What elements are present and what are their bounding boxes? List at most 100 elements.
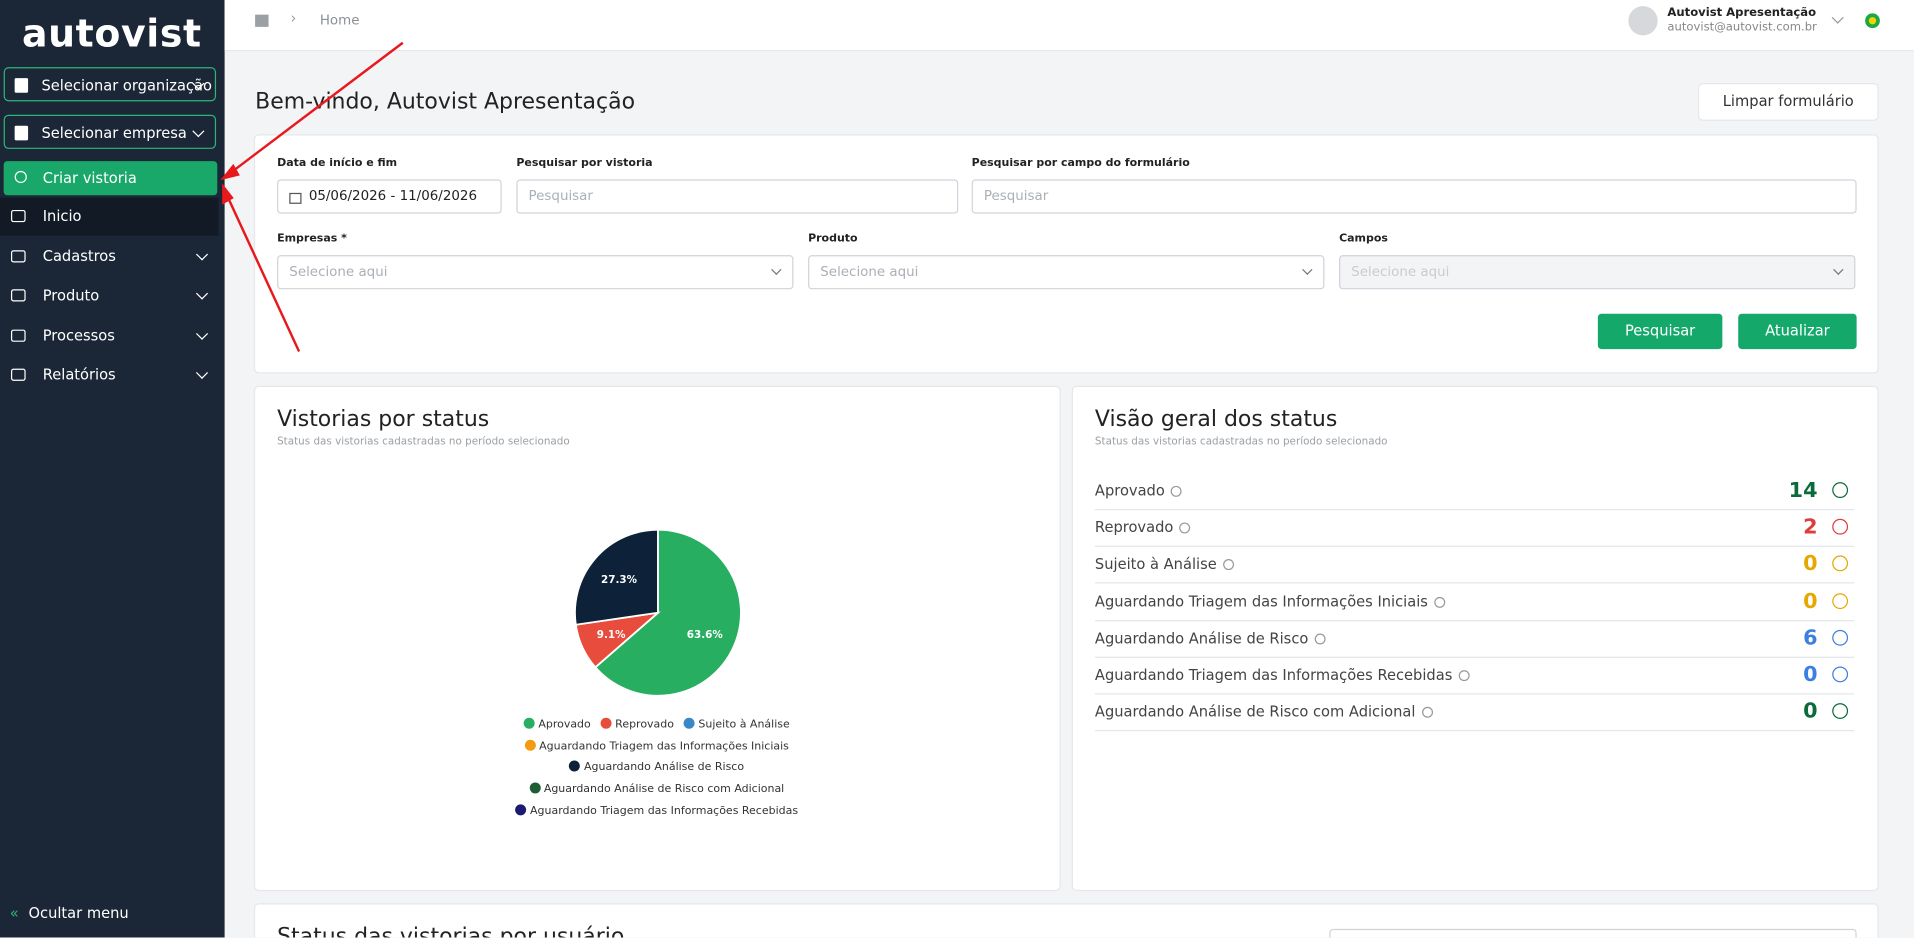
search-input[interactable]: Pesquisar <box>516 179 959 214</box>
menu-chevron <box>195 366 209 379</box>
status-label: Aguardando Triagem das Informações Inici… <box>1094 592 1428 610</box>
status-icon <box>1832 482 1849 499</box>
legend-swatch <box>515 804 527 816</box>
info-icon[interactable] <box>1458 670 1470 682</box>
menu-icon <box>10 209 26 223</box>
select-input[interactable]: Selecione aqui <box>277 255 794 290</box>
status-chart-card: Vistorias por status Status das vistoria… <box>253 385 1061 892</box>
legend-swatch <box>523 717 535 729</box>
page-title: Bem-vindo, Autovist Apresentação <box>255 89 636 115</box>
info-icon[interactable] <box>1421 706 1433 718</box>
clear-button[interactable]: Limpar formulário <box>1697 83 1879 121</box>
status-count: 6 <box>1803 625 1818 651</box>
bottom-card: Status das vistorias por usuário <box>253 903 1879 938</box>
breadcrumb[interactable]: Home <box>319 12 360 29</box>
status-icon <box>1832 703 1849 720</box>
legend-item[interactable]: Aprovado <box>523 717 591 732</box>
field-input[interactable]: Pesquisar <box>971 179 1857 214</box>
avatar[interactable] <box>1628 6 1658 36</box>
select-chevron <box>771 264 782 275</box>
update-button[interactable]: Atualizar <box>1738 313 1857 350</box>
legend-item[interactable]: Aguardando Análise de Risco com Adiciona… <box>529 782 785 796</box>
status-label: Reprovado <box>1094 519 1174 537</box>
select-label: Campos <box>1339 233 1388 246</box>
menu-text: Cadastros <box>42 247 116 265</box>
info-icon[interactable] <box>1222 559 1234 571</box>
status-icon <box>1832 666 1849 683</box>
legend-label: Aguardando Análise de Risco <box>584 762 745 775</box>
legend-swatch <box>600 717 612 729</box>
menu-item[interactable]: Processos <box>0 317 218 355</box>
status-row: Aguardando Análise de Risco com Adiciona… <box>1094 694 1855 732</box>
search-label: Pesquisar por vistoria <box>516 157 653 170</box>
status-count: 2 <box>1803 515 1818 540</box>
status-icon <box>1832 519 1849 535</box>
legend-row: Aguardando Triagem das Informações Receb… <box>255 804 1058 818</box>
home-icon[interactable] <box>255 14 269 27</box>
create-text: Criar vistoria <box>42 169 137 187</box>
slice-label: 9.1% <box>597 629 626 641</box>
overview-subtitle: Status das vistorias cadastradas no perí… <box>1094 435 1388 448</box>
status-label: Aguardando Análise de Risco com Adiciona… <box>1094 703 1416 721</box>
create-button[interactable]: Criar vistoria <box>3 161 218 196</box>
overview-card: Visão geral dos status Status das vistor… <box>1071 385 1879 892</box>
info-icon[interactable] <box>1179 522 1191 534</box>
slice-label: 27.3% <box>601 574 638 586</box>
legend-label: Aprovado <box>538 718 591 732</box>
legend-label: Aguardando Análise de Risco com Adiciona… <box>543 783 785 796</box>
status-row: Aguardando Triagem das Informações Receb… <box>1094 657 1855 695</box>
bottom-title: Status das vistorias por usuário <box>277 924 625 938</box>
legend-swatch <box>569 760 581 772</box>
menu-text: Relatórios <box>42 366 116 384</box>
legend-row: Aguardando Análise de Risco com Adiciona… <box>255 782 1058 796</box>
status-row: Aguardando Análise de Risco 6 <box>1094 620 1855 658</box>
user-menu[interactable] <box>1831 11 1844 24</box>
menu-item[interactable]: Relatórios <box>0 356 218 394</box>
legend-row: Aprovado Reprovado Sujeito à Análise <box>255 717 1058 732</box>
bottom-select[interactable] <box>1329 928 1857 938</box>
status-label: Sujeito à Análise <box>1094 555 1217 573</box>
sidebar: autovist Selecionar organização Selecion… <box>0 0 225 938</box>
company-select-text: Selecionar empresa <box>41 124 187 142</box>
field-label: Pesquisar por campo do formulário <box>971 157 1190 170</box>
menu-item[interactable]: Cadastros <box>0 238 218 276</box>
status-row: Aguardando Triagem das Informações Inici… <box>1094 583 1855 621</box>
hide-menu[interactable]: «Ocultar menu <box>9 904 129 922</box>
info-icon[interactable] <box>1434 596 1446 608</box>
info-icon[interactable] <box>1314 633 1326 645</box>
legend-item[interactable]: Aguardando Triagem das Informações Inici… <box>524 739 789 753</box>
menu-item[interactable]: Produto <box>0 277 218 315</box>
legend-item[interactable]: Aguardando Análise de Risco <box>569 760 745 775</box>
status-icon <box>1832 629 1849 646</box>
legend-item[interactable]: Aguardando Triagem das Informações Receb… <box>515 804 798 818</box>
date-label: Data de início e fim <box>277 157 398 170</box>
company-select[interactable]: Selecionar empresa <box>3 114 217 149</box>
date-input[interactable]: 05/06/2026 - 11/06/2026 <box>277 179 502 214</box>
status-icon <box>1832 555 1849 572</box>
pie-chart: 63.6% 9.1% 27.3% <box>574 528 742 697</box>
menu-item[interactable]: Inicio <box>0 197 219 236</box>
legend-label: Aguardando Triagem das Informações Inici… <box>539 740 789 753</box>
language-flag[interactable] <box>1865 13 1880 29</box>
legend-swatch <box>524 739 536 751</box>
hide-menu-text: Ocultar menu <box>28 904 129 922</box>
info-icon[interactable] <box>1170 485 1182 497</box>
pie-slice <box>574 528 659 626</box>
org-select[interactable]: Selecionar organização <box>3 67 217 102</box>
logo: autovist <box>21 12 202 57</box>
filters-card: Data de início e fim 05/06/2026 - 11/06/… <box>253 134 1879 374</box>
topbar: › Home Autovist Apresentação autovist@au… <box>224 0 1914 52</box>
legend-item[interactable]: Sujeito à Análise <box>683 717 790 731</box>
chart-title: Vistorias por status <box>277 406 490 433</box>
search-button[interactable]: Pesquisar <box>1597 313 1723 350</box>
select-input[interactable]: Selecione aqui <box>808 255 1325 290</box>
slice-label: 63.6% <box>687 629 724 641</box>
legend-item[interactable]: Reprovado <box>600 717 674 731</box>
user-email: autovist@autovist.com.br <box>1667 20 1817 35</box>
status-icon <box>1832 592 1849 609</box>
select-label: Produto <box>808 233 858 246</box>
select-chevron <box>1833 264 1844 275</box>
user-name: Autovist Apresentação <box>1667 6 1817 20</box>
